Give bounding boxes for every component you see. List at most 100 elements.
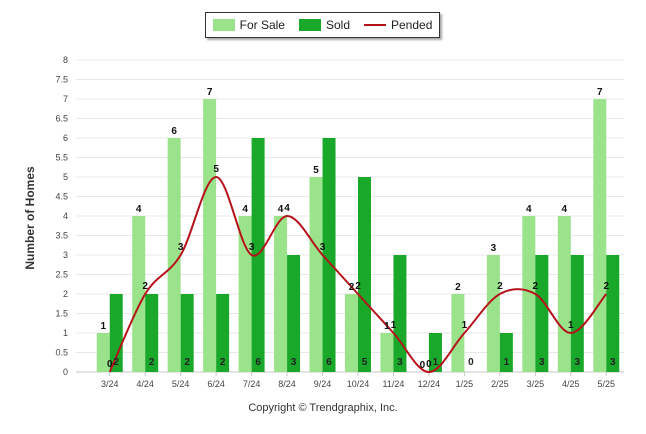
data-label-for-sale: 2 xyxy=(455,282,461,293)
data-label-pended: 2 xyxy=(603,281,609,292)
bar-for-sale xyxy=(238,216,252,372)
data-label-pended: 1 xyxy=(391,320,397,331)
legend-item-for-sale[interactable]: For Sale xyxy=(212,18,285,32)
x-tick-label: 1/25 xyxy=(456,379,474,389)
legend-item-pended[interactable]: Pended xyxy=(364,18,432,32)
bar-sold xyxy=(109,294,123,372)
legend-label-pended: Pended xyxy=(391,18,433,32)
bar-for-sale xyxy=(309,177,323,372)
data-label-sold: 2 xyxy=(149,357,155,368)
data-label-for-sale: 1 xyxy=(100,321,106,332)
y-tick-label: 3.5 xyxy=(55,231,68,241)
y-tick-label: 0.5 xyxy=(55,348,68,358)
y-tick-label: 4.5 xyxy=(55,192,68,202)
legend-item-sold[interactable]: Sold xyxy=(298,18,350,32)
y-tick-label: 8 xyxy=(63,55,68,65)
x-tick-label: 2/25 xyxy=(491,379,509,389)
x-tick-label: 4/25 xyxy=(562,379,580,389)
data-label-for-sale: 6 xyxy=(171,126,177,137)
sold-swatch xyxy=(298,19,321,31)
bar-for-sale xyxy=(132,216,146,372)
data-label-sold: 1 xyxy=(433,357,439,368)
y-tick-label: 4 xyxy=(63,211,68,221)
bar-sold xyxy=(535,255,549,372)
y-tick-label: 5 xyxy=(63,172,68,182)
y-tick-label: 5.5 xyxy=(55,153,68,163)
data-label-for-sale: 4 xyxy=(562,204,568,215)
data-label-pended: 3 xyxy=(320,242,326,253)
data-label-sold: 3 xyxy=(575,357,581,368)
data-label-for-sale: 7 xyxy=(207,87,213,98)
bar-for-sale xyxy=(593,99,607,372)
bar-sold xyxy=(499,333,513,372)
data-label-sold: 3 xyxy=(610,357,616,368)
x-tick-label: 8/24 xyxy=(278,379,296,389)
data-label-pended: 2 xyxy=(355,281,361,292)
data-label-pended: 2 xyxy=(533,281,539,292)
y-tick-label: 3 xyxy=(63,250,68,260)
bar-for-sale xyxy=(380,333,394,372)
bar-sold xyxy=(145,294,159,372)
data-label-pended: 1 xyxy=(568,320,574,331)
legend-label-sold: Sold xyxy=(325,18,350,32)
data-label-for-sale: 4 xyxy=(526,204,532,215)
y-tick-label: 2 xyxy=(63,289,68,299)
pended-swatch xyxy=(364,24,386,26)
y-tick-label: 2.5 xyxy=(55,270,68,280)
data-label-sold: 3 xyxy=(291,357,297,368)
x-tick-label: 3/24 xyxy=(101,379,119,389)
data-label-pended: 2 xyxy=(142,281,148,292)
data-label-sold: 6 xyxy=(255,357,261,368)
x-tick-label: 11/24 xyxy=(383,379,405,389)
x-tick-label: 5/25 xyxy=(598,379,616,389)
y-tick-label: 6 xyxy=(63,133,68,143)
data-label-for-sale: 4 xyxy=(136,204,142,215)
data-label-sold: 2 xyxy=(220,357,226,368)
y-axis-label: Number of Homes xyxy=(23,166,37,270)
bar-sold xyxy=(180,294,194,372)
data-label-pended: 0 xyxy=(107,359,113,370)
y-tick-label: 1 xyxy=(63,328,68,338)
x-tick-label: 10/24 xyxy=(347,379,370,389)
x-tick-label: 3/25 xyxy=(527,379,545,389)
for-sale-swatch xyxy=(212,19,235,31)
data-label-for-sale: 7 xyxy=(597,87,603,98)
legend-label-for-sale: For Sale xyxy=(239,18,285,32)
bar-for-sale xyxy=(557,216,571,372)
bar-sold xyxy=(570,255,584,372)
bar-sold xyxy=(606,255,620,372)
bar-for-sale xyxy=(274,216,288,372)
x-tick-label: 12/24 xyxy=(418,379,441,389)
data-label-pended: 4 xyxy=(284,203,290,214)
y-tick-label: 7 xyxy=(63,94,68,104)
bar-sold xyxy=(358,177,371,372)
data-label-for-sale: 5 xyxy=(313,165,319,176)
copyright-credit: Copyright © Trendgraphix, Inc. xyxy=(248,402,398,414)
bar-sold xyxy=(287,255,301,372)
data-label-pended: 1 xyxy=(462,320,468,331)
x-tick-label: 7/24 xyxy=(243,379,261,389)
x-tick-label: 9/24 xyxy=(314,379,332,389)
data-label-sold: 6 xyxy=(326,357,332,368)
bar-sold xyxy=(322,138,336,372)
bar-for-sale xyxy=(345,294,358,372)
bar-sold xyxy=(393,255,407,372)
data-label-for-sale: 3 xyxy=(491,243,497,254)
data-label-for-sale: 1 xyxy=(384,321,390,332)
bar-for-sale xyxy=(167,138,181,372)
data-label-pended: 2 xyxy=(497,281,503,292)
bar-sold xyxy=(216,294,230,372)
bar-sold xyxy=(428,333,442,372)
bar-for-sale xyxy=(486,255,500,372)
data-label-pended: 0 xyxy=(426,359,432,370)
y-tick-label: 1.5 xyxy=(55,309,68,319)
bar-for-sale xyxy=(522,216,536,372)
y-tick-label: 0 xyxy=(63,367,68,377)
y-tick-label: 6.5 xyxy=(55,114,68,124)
data-label-pended: 3 xyxy=(249,242,255,253)
bar-for-sale xyxy=(451,294,465,372)
data-label-sold: 3 xyxy=(539,357,545,368)
data-label-pended: 5 xyxy=(213,164,219,175)
legend: For Sale Sold Pended xyxy=(205,12,440,38)
data-label-for-sale: 0 xyxy=(420,360,426,371)
